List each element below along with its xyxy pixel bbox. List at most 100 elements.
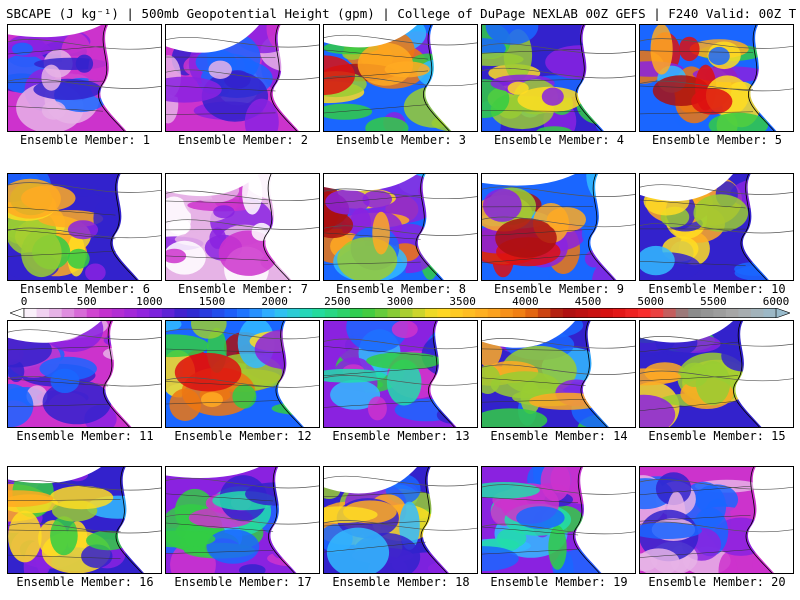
state-border: [482, 348, 586, 351]
state-border: [166, 85, 276, 92]
state-border: [8, 403, 109, 408]
ensemble-member-label: Ensemble Member: 11: [16, 429, 154, 443]
state-border: [324, 70, 429, 80]
colorbar-segment: [638, 308, 651, 318]
sbcape-field-map: [324, 321, 477, 427]
sbcape-field-map: [482, 25, 635, 131]
sbcape-field-map: [324, 25, 477, 131]
colorbar-segment: [688, 308, 702, 318]
state-border: [324, 400, 434, 408]
state-border: [324, 346, 434, 357]
coastline: [748, 25, 775, 131]
sbcape-field-map: [8, 174, 161, 280]
state-border: [8, 554, 121, 559]
ocean-area: [112, 174, 161, 280]
state-border: [324, 194, 421, 205]
height-contour: [8, 182, 161, 193]
height-contour: [8, 39, 161, 50]
ensemble-member-label: Ensemble Member: 18: [332, 575, 470, 589]
colorbar-segment: [412, 308, 426, 318]
height-contour: [8, 227, 161, 239]
colorbar-segment: [124, 308, 138, 318]
sbcape-field-map: [166, 321, 319, 427]
state-border: [166, 348, 281, 353]
ocean-area: [118, 467, 161, 573]
colorbar-tick-label: 1500: [198, 295, 226, 308]
sbcape-field-map: [8, 321, 161, 427]
colorbar-tick-label: 2000: [261, 295, 288, 308]
state-border: [640, 375, 739, 382]
ensemble-member-map: [7, 24, 162, 132]
ocean-area: [735, 321, 793, 427]
colorbar-segment: [212, 308, 225, 318]
state-border: [640, 549, 751, 558]
colorbar-segment: [262, 308, 275, 318]
ensemble-member-map: [639, 320, 794, 428]
coastline: [573, 467, 600, 573]
sbcape-field-map: [640, 467, 793, 573]
ocean-area: [425, 25, 477, 131]
ensemble-member-map: [7, 466, 162, 574]
height-contour: [482, 338, 635, 349]
height-contour: [324, 475, 477, 487]
height-contour: [324, 34, 477, 46]
state-border: [8, 346, 109, 351]
coastline: [575, 25, 603, 131]
height-contour: [324, 520, 477, 531]
ensemble-member-map: [481, 320, 636, 428]
colorbar-segment: [349, 308, 363, 318]
colorbar-max-arrow: [775, 308, 790, 318]
sbcape-field-map: [8, 25, 161, 131]
state-border: [8, 45, 104, 55]
height-contour: [324, 188, 477, 200]
colorbar-scale: [10, 308, 790, 318]
height-contour: [166, 328, 319, 340]
northern-low-cape-area: [324, 25, 417, 48]
state-border: [482, 48, 581, 54]
colorbar-segment: [537, 308, 551, 318]
height-contour: [640, 80, 793, 92]
colorbar-segment: [186, 308, 200, 318]
state-border: [482, 228, 594, 237]
state-border: [8, 250, 116, 257]
ensemble-member-map: [481, 173, 636, 281]
colorbar-segment: [174, 308, 188, 318]
ensemble-member-map: [639, 466, 794, 574]
colorbar-segment: [512, 308, 526, 318]
state-border: [640, 50, 754, 53]
coastline: [588, 174, 615, 280]
colorbar-segment: [525, 308, 539, 318]
ensemble-member-label: Ensemble Member: 13: [332, 429, 470, 443]
coastline: [415, 174, 443, 280]
ocean-area: [742, 174, 793, 280]
state-border: [640, 514, 751, 522]
colorbar-min-arrow: [10, 308, 25, 318]
colorbar-segment: [713, 308, 727, 318]
ensemble-member-label: Ensemble Member: 1: [19, 133, 151, 147]
colorbar-tick-label: 3000: [386, 295, 414, 308]
northern-low-cape-area: [482, 174, 575, 186]
state-border: [8, 206, 116, 216]
ensemble-member-map: [323, 173, 478, 281]
colorbar-segment: [400, 308, 413, 318]
height-contour: [166, 69, 319, 80]
colorbar-segment: [161, 308, 175, 318]
colorbar-segment: [387, 308, 401, 318]
height-contour: [482, 43, 635, 54]
ocean-area: [100, 25, 161, 131]
height-contour: [324, 75, 477, 87]
colorbar-tick-label: 6000: [762, 295, 790, 308]
coastline: [745, 467, 773, 573]
sbcape-field-map: [640, 174, 793, 280]
height-contour: [324, 375, 477, 386]
colorbar-tick-label: 5500: [700, 295, 727, 308]
colorbar-segment: [562, 308, 576, 318]
height-contour: [640, 184, 793, 195]
ensemble-member-map: [165, 466, 320, 574]
colorbar-segment: [86, 308, 100, 318]
colorbar-segment: [36, 308, 50, 318]
state-border: [640, 400, 739, 411]
ocean-area: [277, 321, 319, 427]
colorbar-segment: [500, 308, 514, 318]
ensemble-member-label: Ensemble Member: 7: [177, 282, 309, 296]
